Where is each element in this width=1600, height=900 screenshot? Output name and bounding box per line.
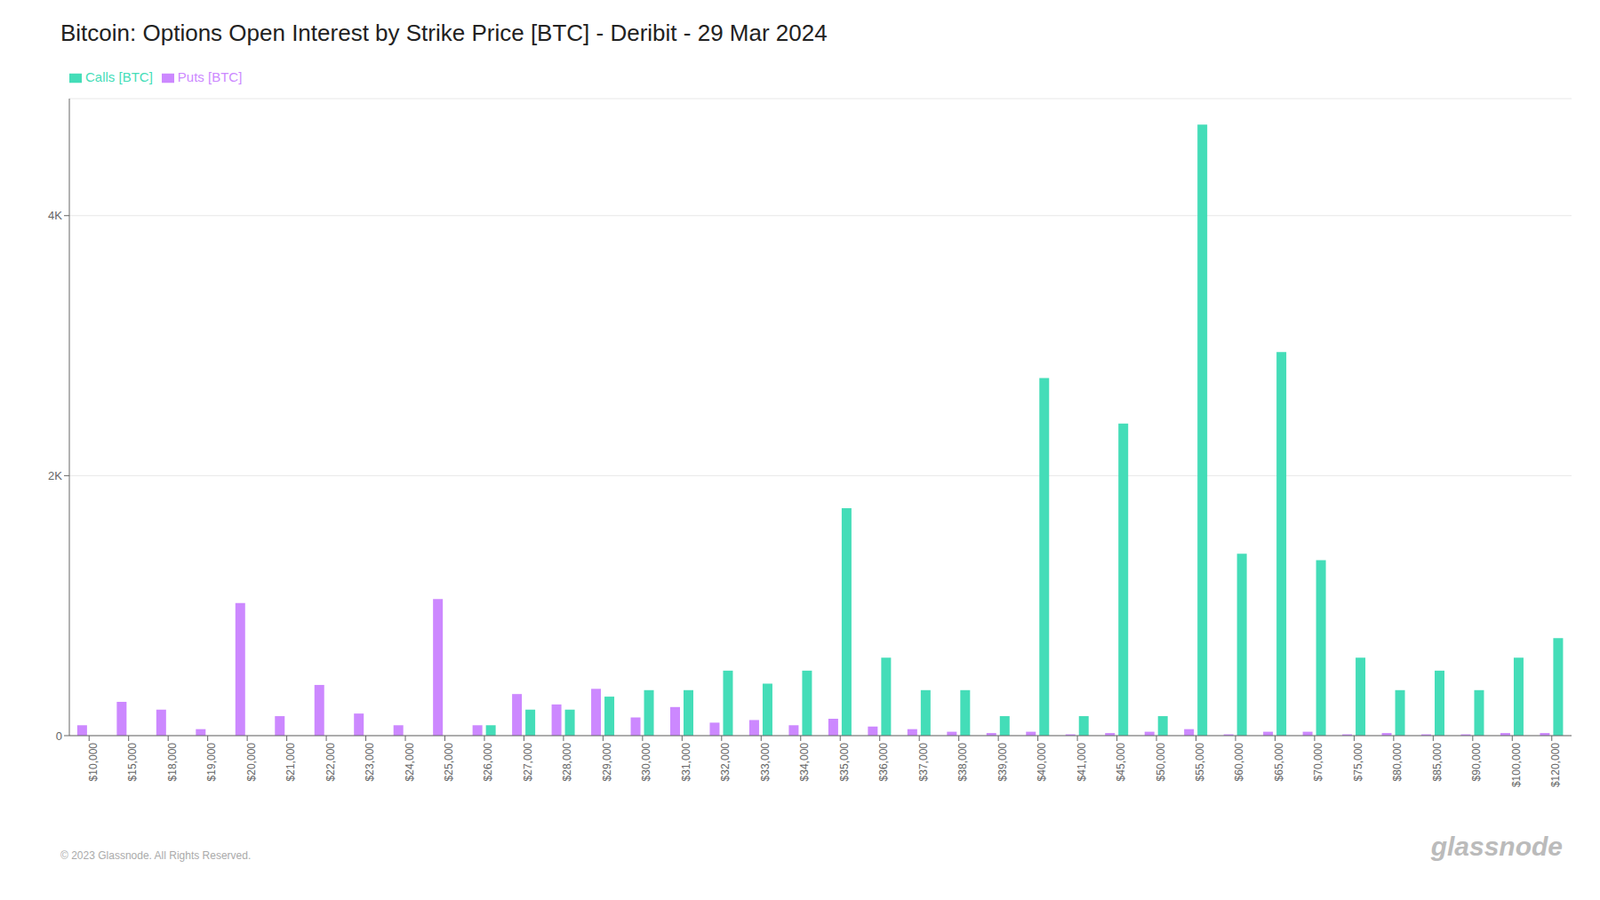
html-text:© 2023 Glassnode. All Rights R: © 2023 Glassnode. All Rights Reserved. xyxy=(60,849,251,863)
svg-text:$24,000: $24,000 xyxy=(403,743,416,783)
html-text:Calls [BTC]: Calls [BTC] xyxy=(85,69,153,85)
svg-text:$45,000: $45,000 xyxy=(1114,743,1128,783)
svg-text:$36,000: $36,000 xyxy=(877,743,890,783)
svg-text:$31,000: $31,000 xyxy=(680,743,693,783)
svg-text:$80,000: $80,000 xyxy=(1391,743,1404,783)
svg-text:$70,000: $70,000 xyxy=(1312,743,1325,783)
svg-text:$25,000: $25,000 xyxy=(442,743,456,783)
svg-text:2K: 2K xyxy=(48,469,63,483)
svg-text:$60,000: $60,000 xyxy=(1232,743,1246,783)
svg-text:$19,000: $19,000 xyxy=(205,743,218,783)
svg-text:$85,000: $85,000 xyxy=(1431,743,1444,783)
svg-text:$32,000: $32,000 xyxy=(719,743,732,783)
svg-text:$20,000: $20,000 xyxy=(245,743,258,783)
svg-text:$15,000: $15,000 xyxy=(126,743,139,783)
svg-text:$90,000: $90,000 xyxy=(1470,743,1483,783)
svg-text:$29,000: $29,000 xyxy=(600,743,614,783)
html-text:Puts [BTC]: Puts [BTC] xyxy=(177,69,243,85)
svg-text:$34,000: $34,000 xyxy=(798,743,811,783)
svg-text:$40,000: $40,000 xyxy=(1035,743,1048,783)
svg-text:$41,000: $41,000 xyxy=(1075,743,1088,783)
svg-text:$50,000: $50,000 xyxy=(1154,743,1168,783)
svg-text:$30,000: $30,000 xyxy=(640,743,653,783)
svg-text:$26,000: $26,000 xyxy=(481,743,495,783)
html-text:glassnode: glassnode xyxy=(1430,832,1563,862)
svg-text:0: 0 xyxy=(56,729,63,744)
svg-text:$28,000: $28,000 xyxy=(560,743,574,783)
svg-text:$27,000: $27,000 xyxy=(521,743,535,783)
svg-text:$18,000: $18,000 xyxy=(166,743,179,783)
svg-text:$120,000: $120,000 xyxy=(1549,743,1562,788)
svg-text:4K: 4K xyxy=(48,208,63,223)
svg-text:$35,000: $35,000 xyxy=(838,743,851,783)
svg-text:$65,000: $65,000 xyxy=(1272,743,1286,783)
svg-text:$75,000: $75,000 xyxy=(1352,743,1365,783)
svg-text:$100,000: $100,000 xyxy=(1510,743,1523,788)
svg-text:$39,000: $39,000 xyxy=(996,743,1009,783)
svg-text:$23,000: $23,000 xyxy=(363,743,376,783)
svg-text:$21,000: $21,000 xyxy=(284,743,297,783)
html-text:Bitcoin: Options Open Interest: Bitcoin: Options Open Interest by Strike… xyxy=(60,19,828,47)
svg-text:$22,000: $22,000 xyxy=(324,743,337,783)
svg-text:$38,000: $38,000 xyxy=(956,743,969,783)
svg-text:$55,000: $55,000 xyxy=(1193,743,1207,783)
svg-text:$37,000: $37,000 xyxy=(917,743,930,783)
svg-text:$10,000: $10,000 xyxy=(87,743,100,783)
svg-text:$33,000: $33,000 xyxy=(759,743,772,783)
